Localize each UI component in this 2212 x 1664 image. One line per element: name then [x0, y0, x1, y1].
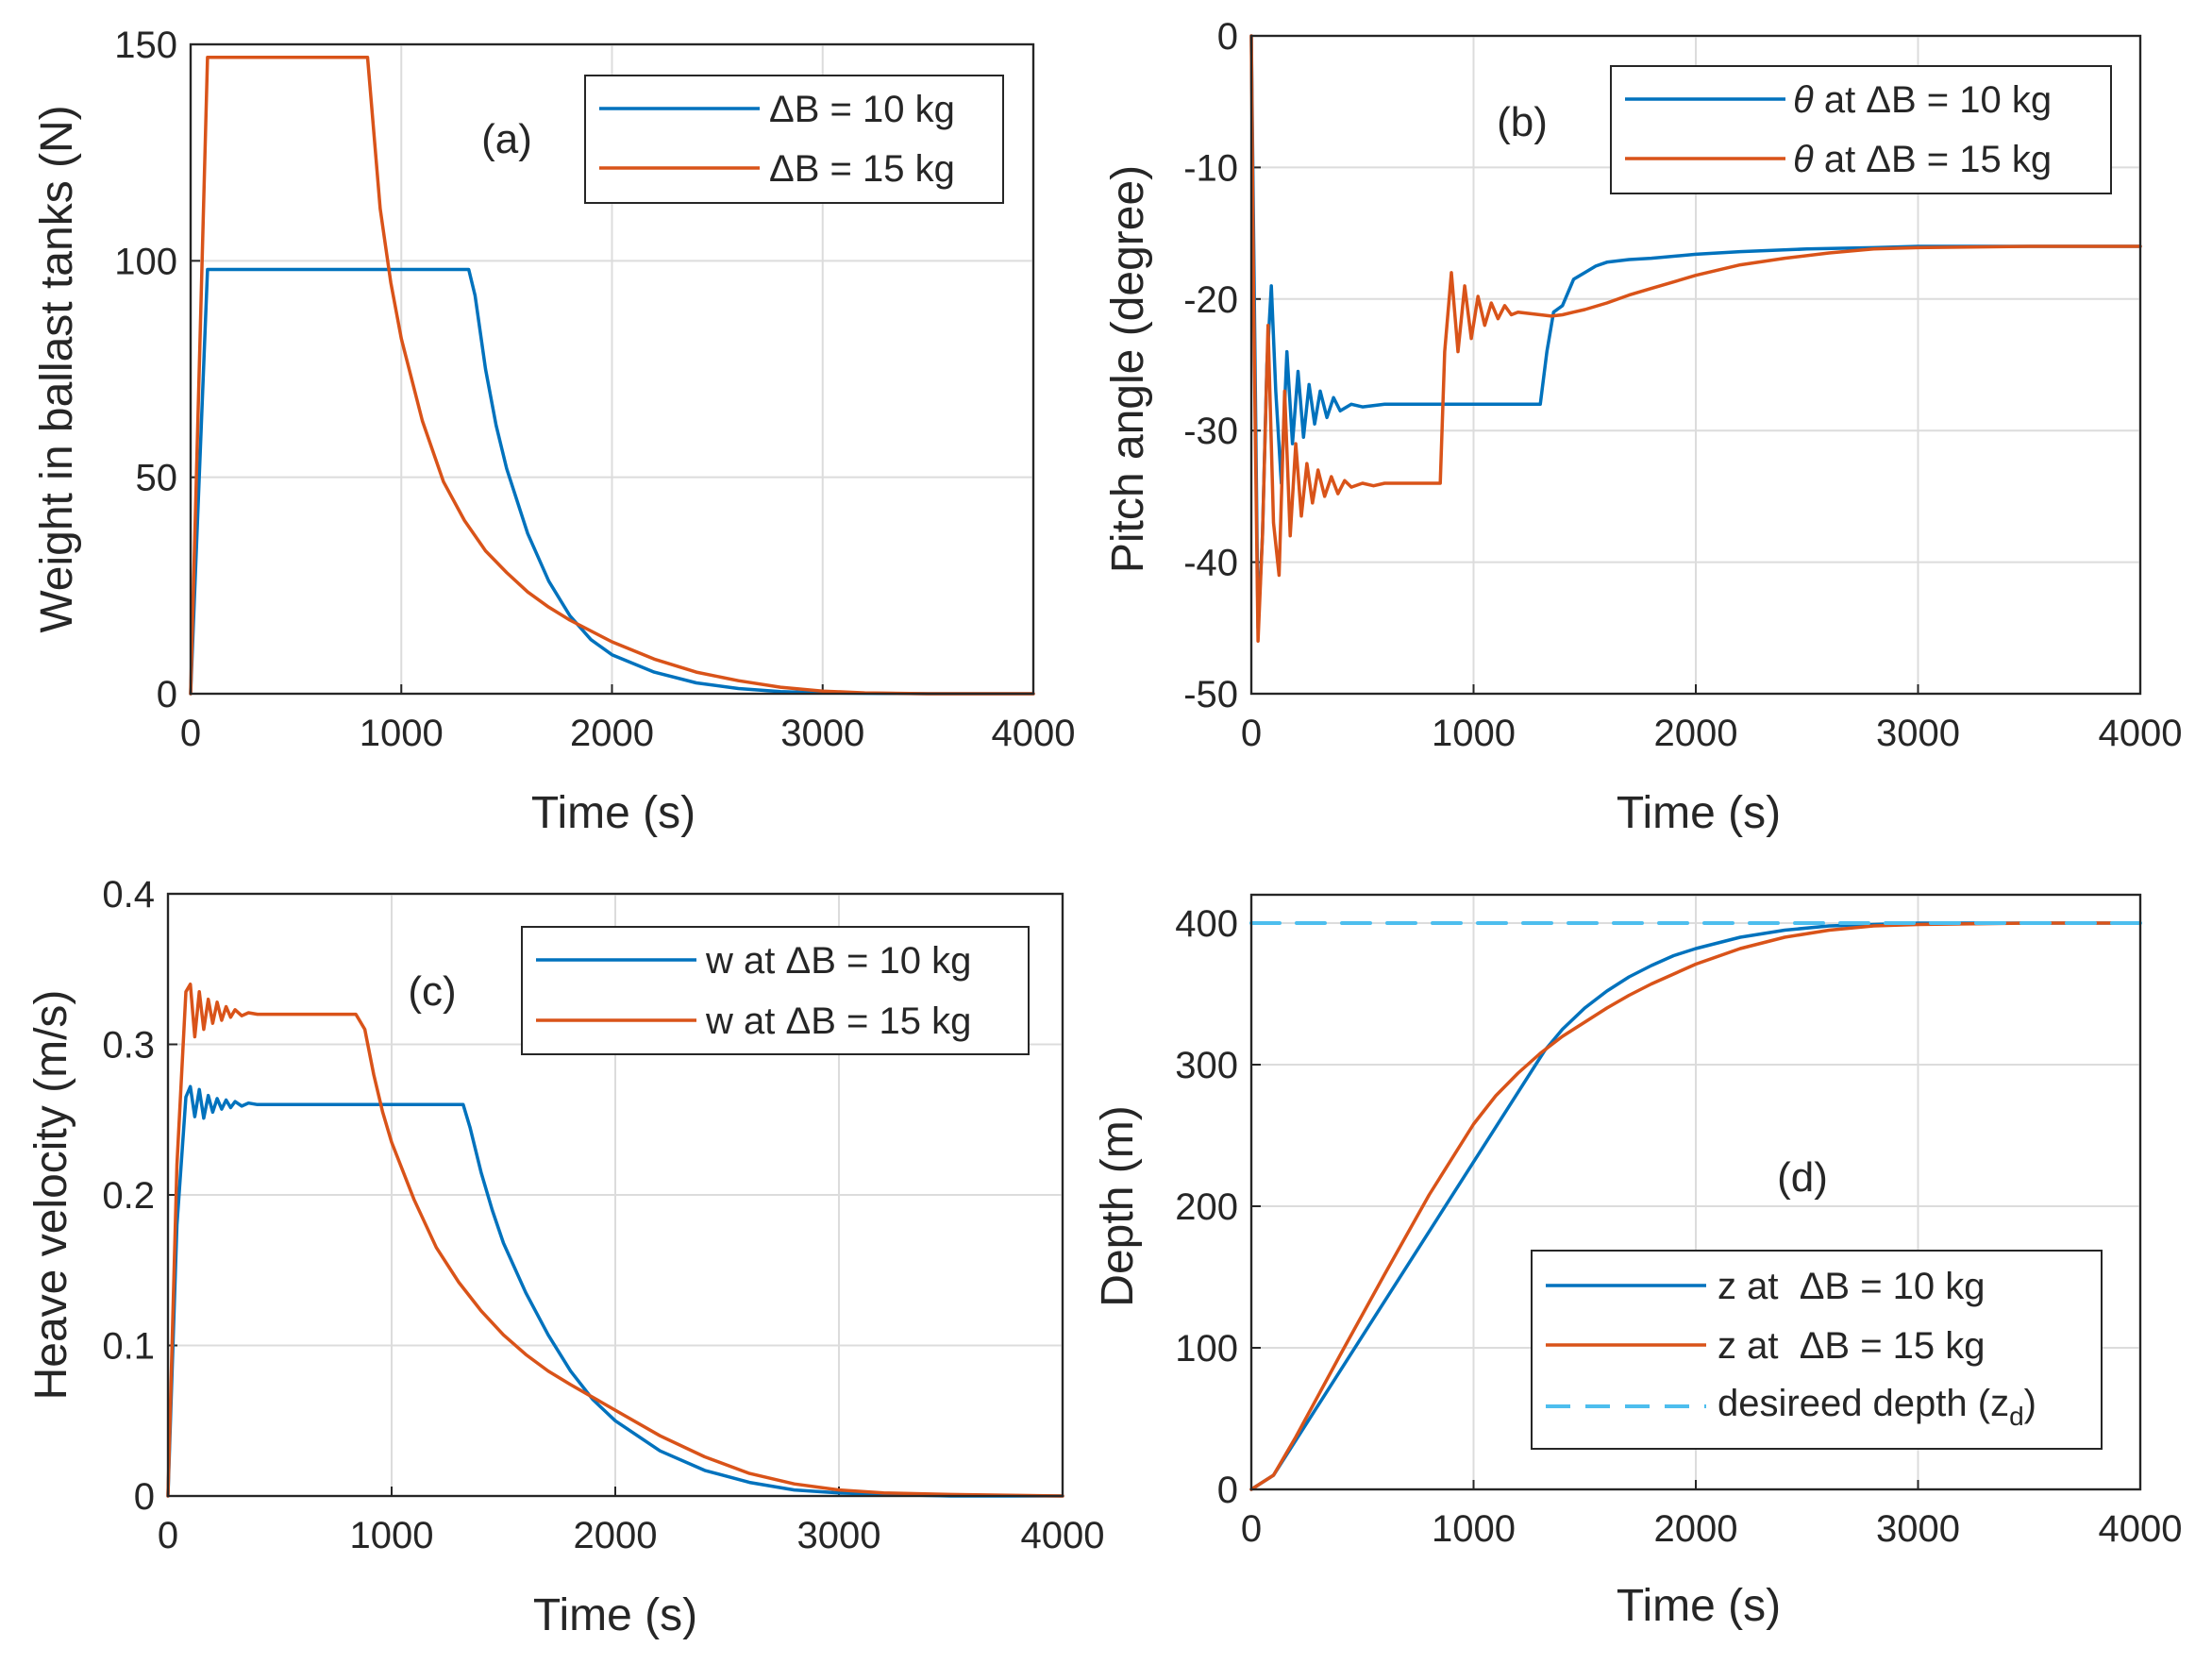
panel-b-series-1-line — [1249, 34, 2142, 630]
panel-c-ytick-label-0: 0 — [134, 1476, 155, 1518]
panel-a-xtick-label-3: 3000 — [780, 713, 864, 754]
panel-b-xtick-label-2: 2000 — [1654, 713, 1738, 754]
panel-b-xtick-label-0: 0 — [1241, 713, 1262, 754]
panel-b-ylabel: Pitch angle (degree) — [1103, 165, 1153, 573]
panel-d-tag: (d) — [1777, 1154, 1828, 1201]
panel-a-ytick-label-1: 50 — [136, 458, 178, 499]
panel-d-ytick-label-2: 200 — [1175, 1186, 1238, 1228]
panel-a-series — [189, 56, 1035, 696]
panel-d-ylabel: Depth (m) — [1093, 1105, 1143, 1306]
panel-b-xtick-label-4: 4000 — [2099, 713, 2183, 754]
panel-c-ytick-label-1: 0.1 — [102, 1326, 155, 1368]
panel-c-ticks: 0 1000 2000 3000 4000 0 0.1 0.2 0.3 0.4 — [102, 874, 1104, 1556]
panel-d-xtick-label-3: 3000 — [1876, 1508, 1960, 1550]
panel-d-xlabel: Time (s) — [1617, 1581, 1781, 1631]
panel-c-ytick-label-4: 0.4 — [102, 874, 155, 916]
panel-a-series-1-line — [189, 267, 1035, 696]
panel-a-xtick-label-0: 0 — [180, 713, 201, 754]
panel-d-xtick-label-4: 4000 — [2099, 1508, 2183, 1550]
panel-a-ylabel: Weight in ballast tanks (N) — [32, 105, 82, 632]
panel-c-heave-chart: 0 1000 2000 3000 4000 0 0.1 0.2 0.3 0.4 (c) Time … — [26, 874, 1104, 1640]
legend-d-label-2: z at ΔB = 15 kg — [1718, 1325, 1986, 1367]
panel-b-xlabel: Time (s) — [1617, 788, 1781, 838]
panel-d-xtick-label-0: 0 — [1241, 1508, 1262, 1550]
panel-b-xtick-label-1: 1000 — [1432, 713, 1516, 754]
panel-a-xtick-label-2: 2000 — [570, 713, 654, 754]
panel-c-tag: (c) — [408, 968, 456, 1015]
panel-d-ytick-label-3: 300 — [1175, 1045, 1238, 1086]
panel-c-legend: w at ΔB = 10 kg w at ΔB = 15 kg — [521, 926, 1030, 1055]
legend-a-label-2: ΔB = 15 kg — [769, 148, 955, 190]
panel-c-xtick-label-2: 2000 — [574, 1515, 658, 1556]
panel-a-ytick-label-2: 100 — [114, 241, 177, 282]
panel-c-series-1-line — [166, 1084, 1064, 1498]
panel-b-pitch-chart: 0 1000 2000 3000 4000 -50 -40 -30 -20 -10 0 (b) Ti… — [1103, 16, 2182, 838]
panel-a-frame — [189, 42, 1035, 696]
panel-c-xtick-label-0: 0 — [158, 1515, 178, 1556]
panel-a-ytick-label-3: 150 — [114, 25, 177, 66]
panel-a-ytick-label-0: 0 — [157, 674, 177, 715]
panel-d-depth-chart: 0 1000 2000 3000 4000 0 100 200 300 400 (d) Time … — [1093, 893, 2182, 1631]
panel-b-ytick-label-1: -40 — [1183, 543, 1238, 584]
panel-b-series — [1249, 34, 2142, 643]
panel-b-frame — [1249, 34, 2142, 696]
panel-c-xtick-label-3: 3000 — [797, 1515, 881, 1556]
panel-d-xtick-label-1: 1000 — [1432, 1508, 1516, 1550]
panel-a-xlabel: Time (s) — [531, 788, 695, 838]
panel-c-ytick-label-3: 0.3 — [102, 1025, 155, 1067]
panel-b-ytick-label-0: -50 — [1183, 674, 1238, 715]
panel-a-legend: ΔB = 10 kg ΔB = 15 kg — [584, 75, 1004, 204]
panel-c-series-2-line — [166, 982, 1064, 1498]
panel-c-frame — [166, 892, 1064, 1498]
legend-c-label-1: w at ΔB = 10 kg — [705, 940, 971, 982]
legend-c-label-2: w at ΔB = 15 kg — [705, 1000, 971, 1042]
legend-d-label-3: desireed depth (zd) — [1718, 1383, 2036, 1431]
panel-d-xtick-label-2: 2000 — [1654, 1508, 1738, 1550]
panel-a-tag: (a) — [481, 116, 532, 162]
panel-d-ticks: 0 1000 2000 3000 4000 0 100 200 300 400 — [1175, 903, 2182, 1550]
panel-b-series-2-line — [1249, 34, 2142, 643]
panel-d-legend: z at ΔB = 10 kg z at ΔB = 15 kg desireed… — [1531, 1250, 2103, 1450]
panel-a-xtick-label-4: 4000 — [992, 713, 1076, 754]
panel-b-ticks: 0 1000 2000 3000 4000 -50 -40 -30 -20 -10 0 — [1183, 16, 2182, 754]
panel-c-series — [166, 982, 1064, 1498]
panel-b-legend: θ at ΔB = 10 kg θ at ΔB = 15 kg — [1610, 65, 2112, 194]
panel-c-ytick-label-2: 0.2 — [102, 1175, 155, 1217]
panel-c-ylabel: Heave velocity (m/s) — [26, 990, 76, 1401]
legend-b-label-2: θ at ΔB = 15 kg — [1793, 139, 2052, 180]
legend-b-label-1: θ at ΔB = 10 kg — [1793, 79, 2052, 121]
panel-a-xtick-label-1: 1000 — [360, 713, 444, 754]
panel-a-series-2-line — [189, 56, 1035, 696]
panel-c-xlabel: Time (s) — [533, 1590, 697, 1640]
legend-a-label-1: ΔB = 10 kg — [769, 89, 955, 130]
panel-d-ytick-label-4: 400 — [1175, 903, 1238, 945]
panel-d-series — [1249, 921, 2142, 1491]
panel-d-ytick-label-1: 100 — [1175, 1328, 1238, 1370]
panel-b-xtick-label-3: 3000 — [1876, 713, 1960, 754]
panel-c-xtick-label-4: 4000 — [1021, 1515, 1105, 1556]
panel-b-ytick-label-3: -20 — [1183, 279, 1238, 321]
panel-d-series-2-line — [1249, 921, 2142, 1491]
legend-d-label-1: z at ΔB = 10 kg — [1718, 1266, 1986, 1307]
panel-b-tag: (b) — [1497, 99, 1548, 145]
panel-a-ticks: 0 1000 2000 3000 4000 0 50 100 150 — [114, 25, 1075, 754]
panel-c-xtick-label-1: 1000 — [350, 1515, 434, 1556]
panel-d-frame — [1249, 893, 2142, 1491]
panel-b-ytick-label-5: 0 — [1217, 16, 1238, 58]
panel-d-ytick-label-0: 0 — [1217, 1470, 1238, 1511]
panel-b-ytick-label-2: -30 — [1183, 411, 1238, 452]
panel-b-ytick-label-4: -10 — [1183, 147, 1238, 189]
